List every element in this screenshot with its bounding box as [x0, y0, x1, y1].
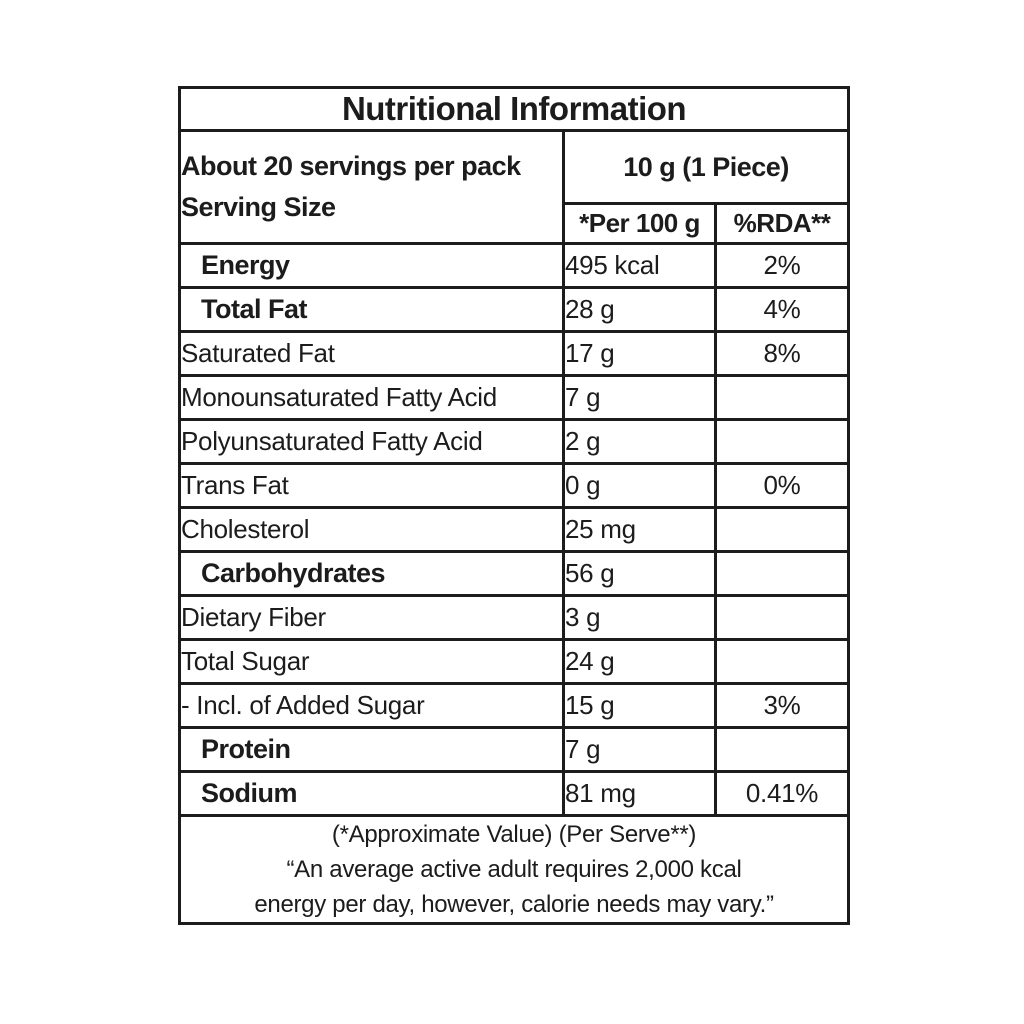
nutrient-value: 56 g [562, 550, 717, 597]
nutrient-rda [713, 418, 851, 465]
nutrient-rda [713, 726, 851, 773]
nutrient-value: 81 mg [562, 770, 717, 817]
footnote-kcal-line2: energy per day, however, calorie needs m… [254, 891, 774, 918]
serving-size-text: Serving Size [181, 192, 337, 222]
title-row: Nutritional Information [177, 86, 851, 132]
nutrient-label: Trans Fat [178, 462, 565, 509]
nutrient-value: 7 g [562, 374, 717, 421]
nutrient-label: Total Fat [178, 286, 565, 333]
column-header-per-100g: *Per 100 g [562, 202, 717, 245]
nutrient-label: Monounsaturated Fatty Acid [178, 374, 565, 421]
row-cholesterol: Cholesterol 25 mg [178, 506, 851, 553]
column-header-rda: %RDA** [713, 202, 851, 245]
row-saturated-fat: Saturated Fat 17 g 8% [178, 330, 851, 377]
nutrient-label: Protein [178, 726, 565, 773]
nutrient-label: Polyunsaturated Fatty Acid [178, 418, 565, 465]
header-row-columns: *Per 100 g %RDA** [180, 202, 851, 245]
nutrient-value: 7 g [562, 726, 717, 773]
nutrient-label: Cholesterol [178, 506, 565, 553]
nutrition-facts-table: Nutritional Information About 20 serving… [177, 86, 851, 925]
footnote-row: (*Approximate Value) (Per Serve**) “An a… [177, 814, 851, 925]
nutrient-value: 15 g [562, 682, 717, 729]
servings-header-cell: About 20 servings per pack Serving Size [178, 129, 565, 245]
footnote-kcal-line1: “An average active adult requires 2,000 … [286, 856, 742, 883]
nutrient-value: 3 g [562, 594, 717, 641]
nutrient-label: Carbohydrates [178, 550, 565, 597]
nutrient-label: Saturated Fat [178, 330, 565, 377]
nutrient-value: 24 g [562, 638, 717, 685]
nutrient-rda: 0.41% [713, 770, 851, 817]
row-monounsaturated-fatty-acid: Monounsaturated Fatty Acid 7 g [178, 374, 851, 421]
nutrient-value: 495 kcal [562, 242, 717, 289]
nutrient-rda [713, 594, 851, 641]
footnote-approximate-value: (*Approximate Value) (Per Serve**) [331, 821, 697, 848]
page-title: Nutritional Information [177, 86, 851, 132]
nutrient-label: Dietary Fiber [178, 594, 565, 641]
nutrient-rda: 3% [713, 682, 851, 729]
nutrient-label: Energy [178, 242, 565, 289]
header-row-serving: About 20 servings per pack Serving Size … [178, 129, 851, 245]
row-polyunsaturated-fatty-acid: Polyunsaturated Fatty Acid 2 g [178, 418, 851, 465]
servings-per-pack-text: About 20 servings per pack [181, 151, 522, 181]
footnote: (*Approximate Value) (Per Serve**) “An a… [177, 814, 851, 925]
nutrient-value: 2 g [562, 418, 717, 465]
nutrient-label: Sodium [178, 770, 565, 817]
row-added-sugar: - Incl. of Added Sugar 15 g 3% [178, 682, 851, 729]
nutrient-label: - Incl. of Added Sugar [178, 682, 565, 729]
nutrient-rda: 0% [713, 462, 851, 509]
row-energy: Energy 495 kcal 2% [178, 242, 851, 289]
nutrient-value: 25 mg [562, 506, 717, 553]
nutrient-rda [713, 506, 851, 553]
nutrient-rda: 2% [713, 242, 851, 289]
nutrient-label: Total Sugar [178, 638, 565, 685]
nutrient-rda: 4% [713, 286, 851, 333]
nutrient-value: 28 g [562, 286, 717, 333]
nutrient-rda [713, 374, 851, 421]
row-trans-fat: Trans Fat 0 g 0% [178, 462, 851, 509]
nutrient-rda: 8% [713, 330, 851, 377]
row-dietary-fiber: Dietary Fiber 3 g [178, 594, 851, 641]
row-protein: Protein 7 g [178, 726, 851, 773]
serving-size-value: 10 g (1 Piece) [561, 129, 851, 205]
row-total-sugar: Total Sugar 24 g [178, 638, 851, 685]
row-carbohydrates: Carbohydrates 56 g [178, 550, 851, 597]
nutrient-value: 0 g [562, 462, 717, 509]
nutrient-value: 17 g [562, 330, 717, 377]
nutrient-rda [713, 638, 851, 685]
row-total-fat: Total Fat 28 g 4% [178, 286, 851, 333]
nutrient-rda [713, 550, 851, 597]
row-sodium: Sodium 81 mg 0.41% [178, 770, 851, 817]
